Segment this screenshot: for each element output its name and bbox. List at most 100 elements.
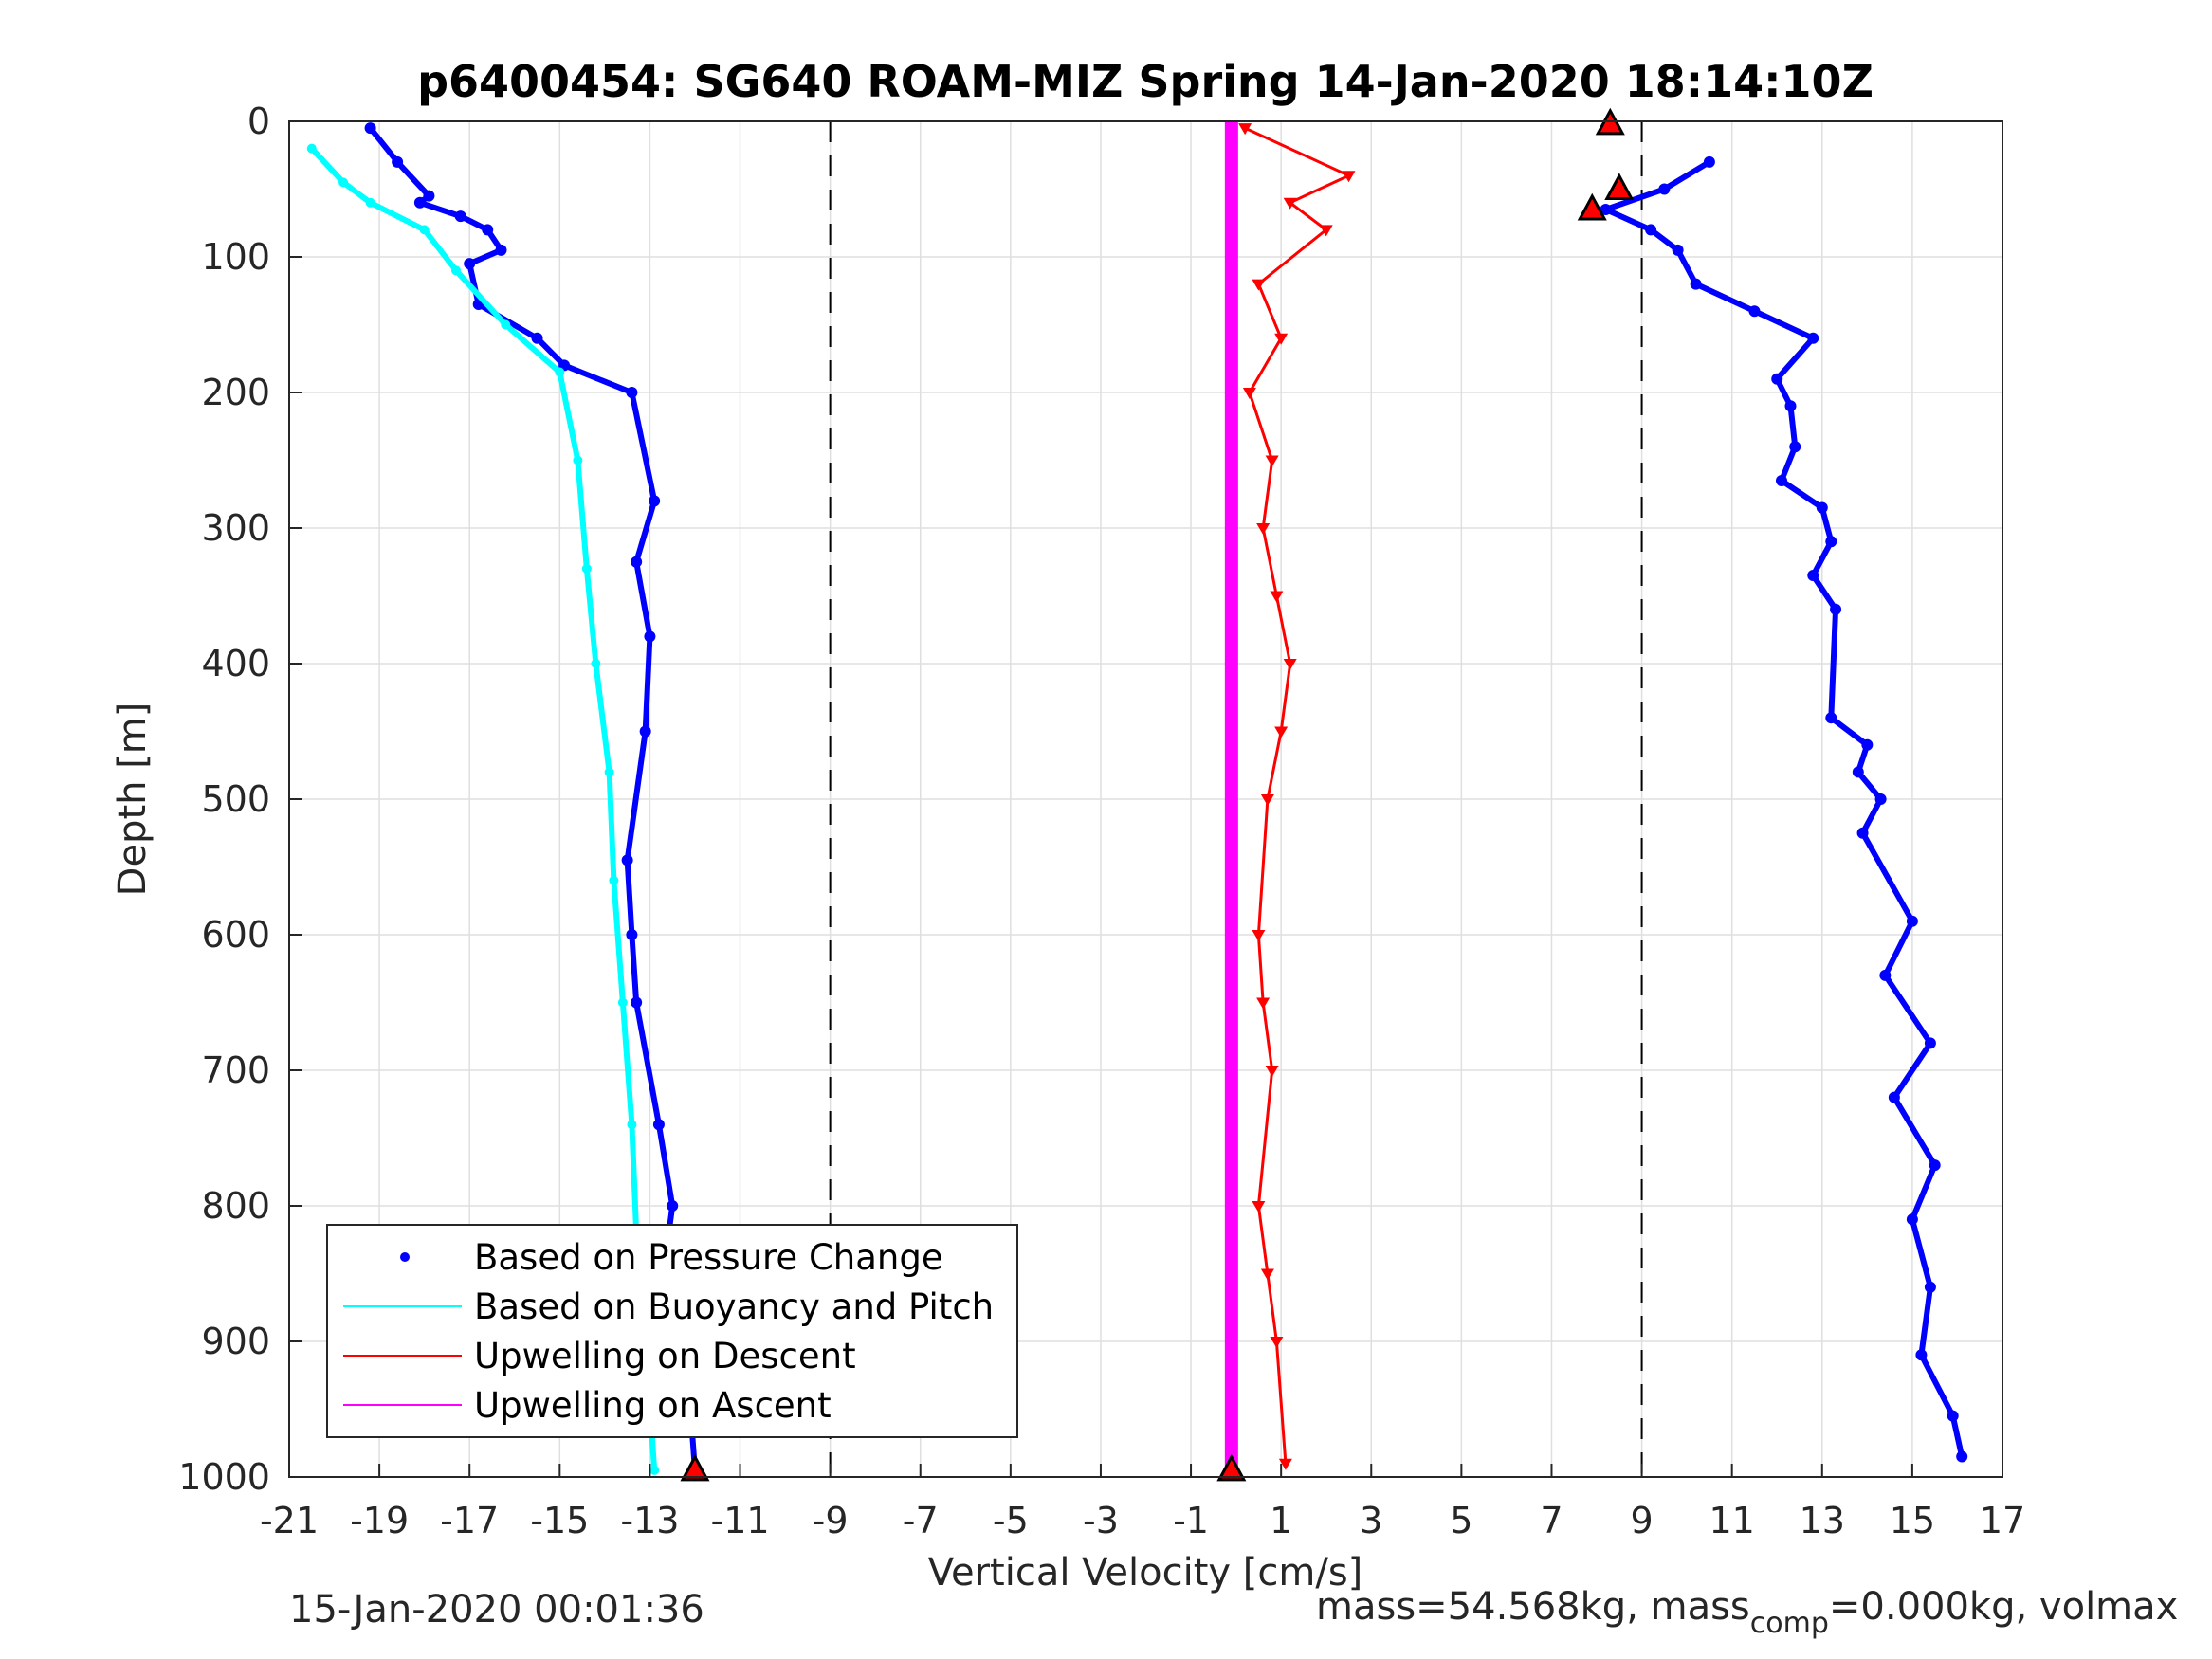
pressure-change-point [1690, 278, 1702, 290]
x-tick-label: 5 [1450, 1500, 1472, 1541]
pressure-change-point [482, 224, 494, 236]
pressure-change-point [1789, 441, 1801, 453]
pressure-change-point [639, 725, 651, 738]
buoyancy-pitch-point [573, 455, 583, 465]
pressure-change-point [1771, 373, 1783, 385]
x-tick-label: -1 [1173, 1500, 1209, 1541]
pressure-change-point [364, 122, 376, 135]
upwelling-descent-point [1265, 1066, 1279, 1077]
pressure-change-point [1852, 766, 1864, 778]
pressure-change-point [1915, 1349, 1928, 1361]
data-series [306, 121, 1968, 1477]
marker-triangle-up [1216, 1453, 1247, 1482]
pressure-change-point [1600, 203, 1612, 215]
triangle-markers [680, 107, 1635, 1482]
y-tick-label: 800 [201, 1185, 270, 1227]
legend-symbol-dot [400, 1252, 410, 1262]
buoyancy-pitch-point [450, 265, 461, 276]
upwelling-descent-line [1244, 126, 1353, 1464]
upwelling-descent-point [1342, 171, 1356, 183]
buoyancy-pitch-point [581, 563, 592, 574]
legend-label: Based on Pressure Change [474, 1237, 943, 1278]
y-tick-label: 500 [201, 778, 270, 820]
upwelling-descent-point [1252, 279, 1266, 291]
upwelling-descent-point [1238, 123, 1252, 136]
x-tick-label: -3 [1083, 1500, 1119, 1541]
pressure-change-point [626, 929, 638, 940]
mass-prefix: mass=54.568kg, mass [1316, 1585, 1750, 1629]
pressure-change-point [1947, 1410, 1959, 1422]
upwelling-descent-point [1278, 1458, 1292, 1470]
y-tick-label: 1000 [178, 1456, 270, 1498]
pressure-change-point [631, 996, 643, 1009]
footer-date: 15-Jan-2020 00:01:36 [289, 1588, 704, 1632]
x-tick-label: -15 [530, 1500, 589, 1541]
pressure-change-point [1703, 155, 1715, 168]
pressure-change-point [423, 190, 435, 202]
buoyancy-pitch-point [604, 767, 614, 777]
upwelling-descent-point [1283, 659, 1297, 670]
upwelling-descent-point [1256, 523, 1271, 535]
buoyancy-pitch-point [501, 319, 511, 330]
legend-label: Based on Buoyancy and Pitch [474, 1286, 994, 1327]
x-tick-label: -7 [903, 1500, 939, 1541]
pressure-change-point [1861, 738, 1874, 751]
x-tick-label: 15 [1890, 1500, 1935, 1541]
upwelling-descent-point [1274, 726, 1289, 738]
x-tick-label: 11 [1709, 1500, 1755, 1541]
chart-title: p6400454: SG640 ROAM-MIZ Spring 14-Jan-2… [417, 56, 1874, 107]
legend-label: Upwelling on Ascent [474, 1385, 832, 1426]
pressure-change-point [1924, 1037, 1936, 1049]
upwelling-descent-point [1265, 455, 1279, 467]
pressure-change-point [1748, 305, 1761, 318]
pressure-change-point [464, 258, 476, 270]
pressure-change-point [1807, 332, 1819, 344]
pressure-change-point [621, 854, 633, 866]
pressure-change-point [626, 387, 638, 398]
axis-ticks: -21 -19 -17 -15 -13 -11 -9 -7 -5 -3 -1 1 3 5 7 9 11 13 15 1… [178, 100, 2025, 1541]
pressure-change-point [1807, 570, 1819, 582]
pressure-change-point [454, 210, 466, 223]
pressure-change-point [1856, 827, 1869, 839]
y-axis-label: Depth [m] [111, 702, 155, 897]
mass-subscript: comp [1749, 1607, 1829, 1640]
pressure-change-point [1874, 793, 1887, 805]
pressure-change-point [1658, 183, 1671, 195]
mass-suffix: =0.000kg, volmax [1828, 1585, 2179, 1629]
buoyancy-pitch-point [338, 177, 349, 188]
pressure-change-point [649, 495, 661, 507]
buoyancy-pitch-point [627, 1120, 637, 1130]
x-tick-label: 1 [1270, 1500, 1292, 1541]
upwelling-descent-point [1270, 1337, 1284, 1348]
y-tick-label: 700 [201, 1049, 270, 1091]
pressure-change-point [1906, 1213, 1918, 1226]
y-tick-label: 0 [247, 100, 270, 142]
x-tick-label: 7 [1540, 1500, 1563, 1541]
pressure-change-point [1830, 603, 1842, 615]
x-tick-label: -19 [350, 1500, 409, 1541]
x-tick-label: 9 [1630, 1500, 1653, 1541]
pressure-change-point [1888, 1091, 1900, 1103]
upwelling-descent-point [1252, 1201, 1266, 1212]
pressure-change-point [667, 1200, 679, 1212]
marker-triangle-up [1577, 192, 1607, 221]
buoyancy-pitch-point [609, 875, 619, 885]
y-tick-label: 200 [201, 372, 270, 413]
y-tick-label: 400 [201, 643, 270, 684]
upwelling-descent-point [1270, 591, 1284, 603]
pressure-change-point [1929, 1159, 1941, 1172]
pressure-change-point [1879, 969, 1892, 981]
marker-triangle-up [680, 1453, 710, 1482]
buoyancy-pitch-point [365, 197, 375, 208]
upwelling-descent-point [1256, 997, 1271, 1010]
pressure-change-point [1784, 400, 1797, 412]
legend-box [326, 1224, 1018, 1438]
footer-mass-info: mass=54.568kg, masscomp=0.000kg, volmax [1316, 1585, 2178, 1640]
buoyancy-pitch-point [617, 997, 628, 1008]
y-tick-label: 100 [201, 236, 270, 278]
x-tick-label: -17 [440, 1500, 499, 1541]
pressure-change-point [1924, 1281, 1936, 1293]
buoyancy-pitch-point [555, 367, 565, 377]
pressure-change-point [392, 155, 404, 168]
